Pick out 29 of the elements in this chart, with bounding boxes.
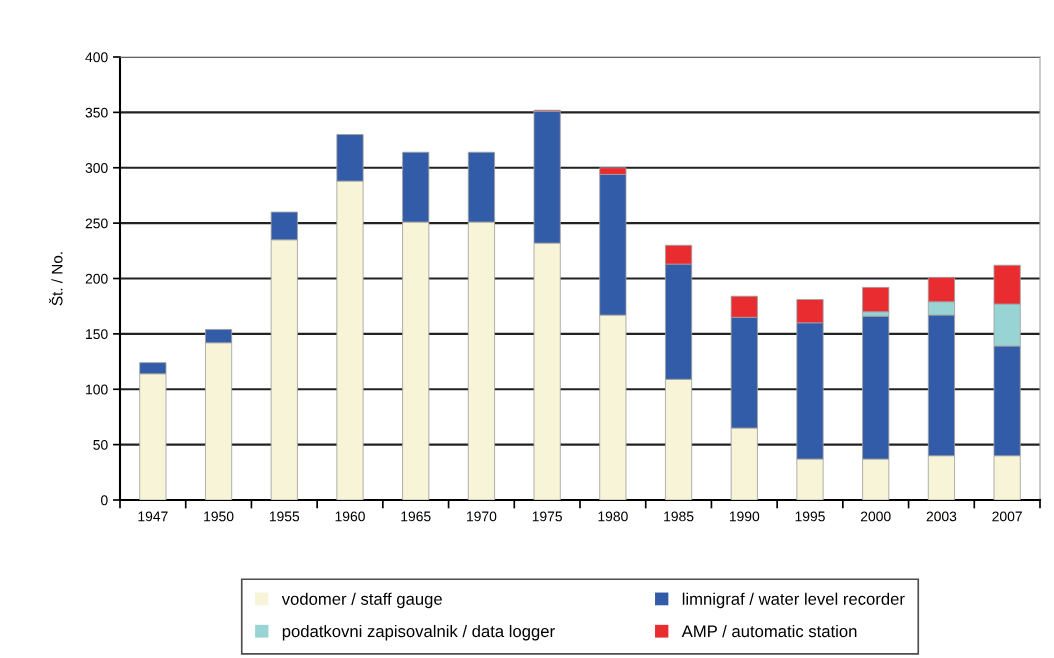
x-tick-label: 2000: [860, 511, 891, 522]
legend-label: limnigraf / water level recorder: [682, 592, 905, 609]
x-tick-label: 1995: [795, 511, 825, 522]
y-axis-title: Št. / No.: [49, 252, 63, 306]
legend-label: podatkovni zapisovalnik / data logger: [282, 624, 555, 641]
x-tick-label: 1955: [269, 511, 300, 522]
y-tick-label: 50: [93, 439, 108, 450]
y-tick-label: 200: [85, 273, 108, 284]
bar: [862, 286, 890, 313]
x-tick-label: 1985: [664, 511, 694, 522]
y-tick-label: 300: [85, 163, 108, 173]
legend-label: AMP / automatic station: [681, 624, 857, 638]
x-tick-label: 1970: [467, 511, 497, 522]
x-tick-label: 1960: [335, 511, 365, 522]
x-tick-label: 1990: [729, 511, 760, 522]
x-tick-label: 1947: [138, 511, 168, 522]
y-tick-label: 100: [86, 384, 108, 395]
y-tick-label: 150: [86, 329, 108, 340]
y-tick-label: 400: [85, 52, 108, 63]
x-tick-label: 1975: [532, 511, 563, 522]
y-tick-label: 250: [85, 218, 108, 229]
x-tick-label: 2003: [926, 511, 957, 522]
y-tick-label: 350: [85, 107, 108, 118]
x-tick-label: 1965: [401, 511, 431, 522]
x-tick-label: 1950: [204, 511, 234, 522]
legend-label: vodomer / staff gauge: [281, 592, 442, 609]
x-tick-label: 1980: [598, 511, 628, 522]
y-tick-label: 0: [101, 495, 108, 506]
x-tick-label: 2007: [992, 511, 1022, 522]
